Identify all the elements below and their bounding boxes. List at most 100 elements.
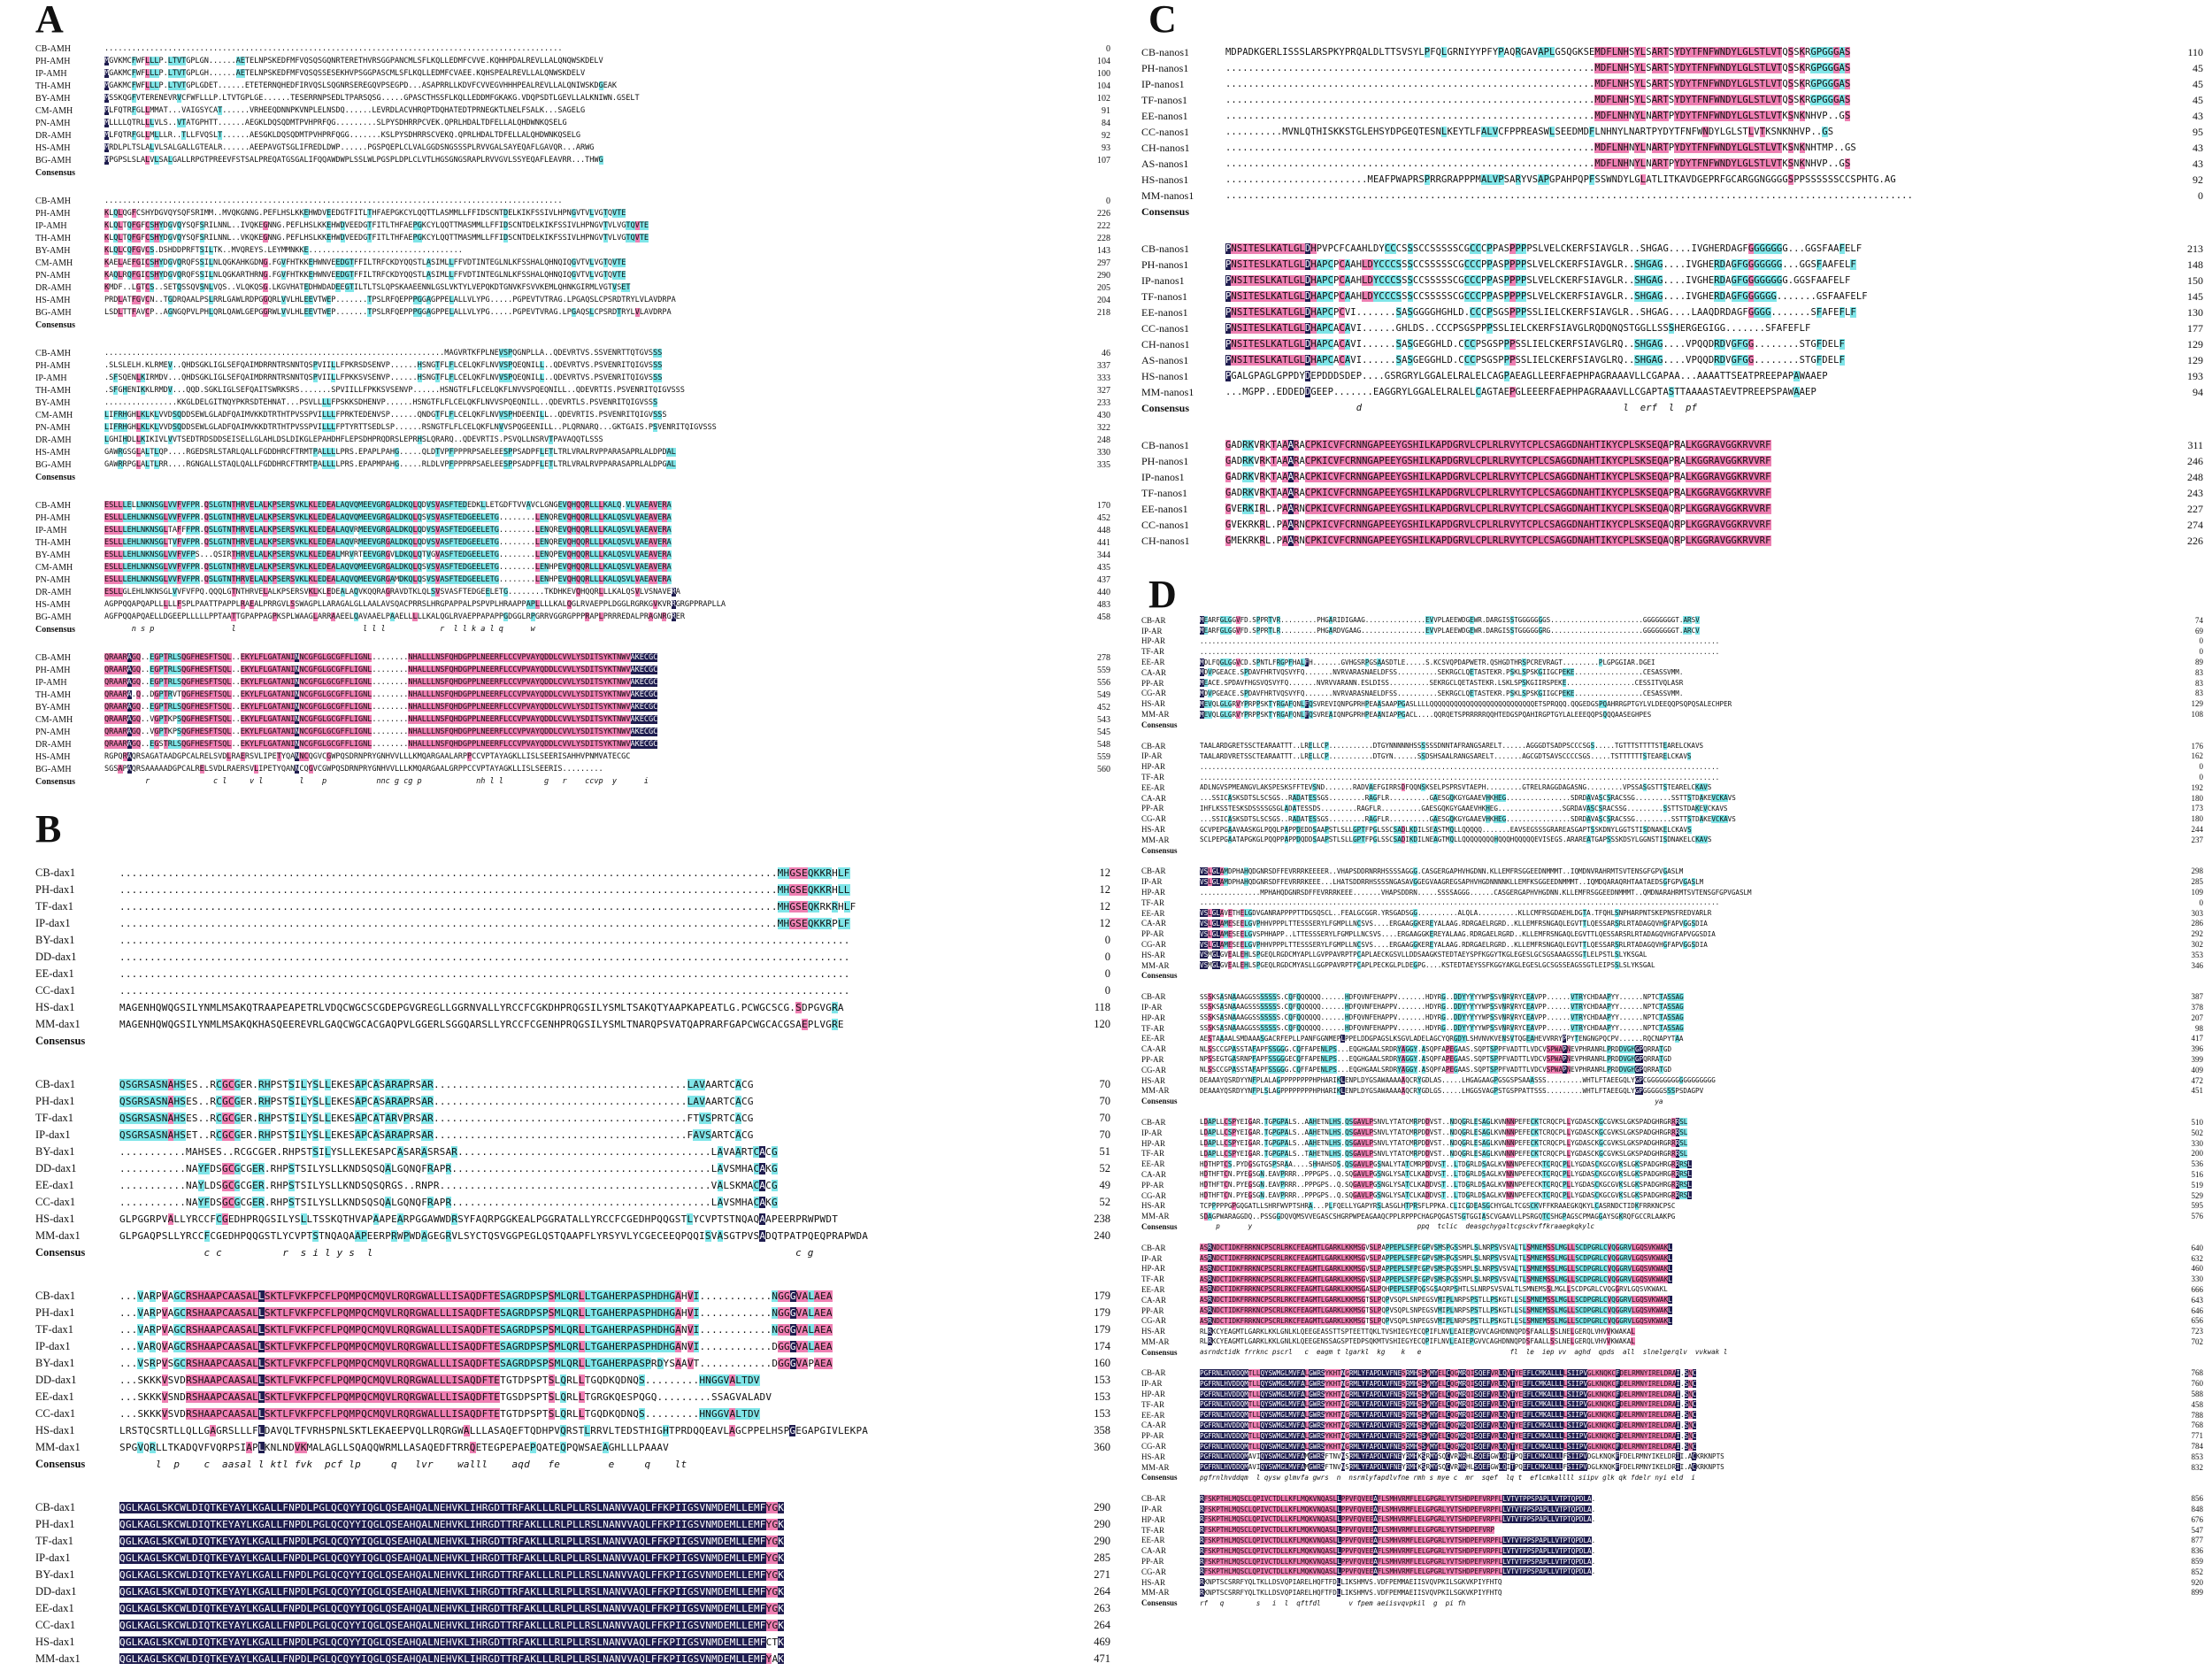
residue-sequence: TAALARDGRETSSCTEARAATTT..LRELLCP........… [1200,742,1704,751]
sequence-name: CG-AR [1141,814,1167,824]
sequence-row: HS-AMH AGPPQQAPQAPLLLLLFSPLPAATTPAPPLRAEA… [35,598,1110,611]
alignment-block: CB-AMH QRAARAGQ..EGPTRLSQGFHESFTSQL..EKYL… [35,651,1110,788]
sequence-row: PP-AR HDTHFTCN.PYEGSGN.EAVPRRR..PPPGPS..Q… [1141,1180,2203,1190]
residue-sequence: .SFSQENLKIRMDV...QHDSGKLIGLSEFQAIMDRRNTR… [104,373,663,382]
residue-sequence: PGFRNLHVDDQMTLLQYSWMGLMVFALGWRSYKHTNGRML… [1200,1390,1697,1398]
sequence-row: TF-dax1 QSGRSASNAHSES..RCGCGER.RHPSTSILYS… [35,1110,1110,1127]
sequence-name: CH-nanos1 [1141,534,1190,547]
sequence-row: HS-AR MEVQLGLGRVYPRPPSKTYRGAFQNLFQSVREVIQ… [1141,698,2203,709]
sequence-name: Consensus [1141,401,1190,414]
residue-position: 153 [1094,1374,1110,1386]
consensus-sequence: n s p l l l l r l l k a l q w [104,625,535,634]
sequence-row: CC-nanos1 PNSITESLKATLGLDHAPCACAVI......G… [1141,320,2203,336]
sequence-name: HP-AR [1141,1138,1166,1148]
residue-sequence: MGAKMCFWFLLLP.LTVTGPLGDET......ETETERNQH… [104,81,618,90]
residue-sequence: .SFGHENIKKLRMDV...QQD.SGKLIGLSEFQAITSWRK… [104,386,685,395]
sequence-name: TH-AMH [35,537,71,548]
alignment-block: CB-AMH..................................… [35,42,1110,179]
residue-position: 150 [2187,273,2203,287]
sequence-name: PH-AMH [35,512,71,523]
residue-position: 877 [2191,1536,2204,1545]
residue-position: 12 [1099,883,1111,896]
residue-sequence: MPGPSLSLALVLSALGALLRPGTPREEVFSTSALPREQAT… [104,156,603,165]
sequence-row: IP-AMH .SFSQENLKIRMDV...QHDSGKLIGLSEFQAIM… [35,372,1110,384]
sequence-row: BY-AMH ESLLLEHLNKNSGLVVFVFPS...QSIRTHRVEL… [35,549,1110,561]
sequence-name: TF-AR [1141,1525,1165,1535]
sequence-name: CC-dax1 [35,1407,76,1420]
sequence-row: MM-dax1 QGLKAGLSKCWLDIQTKEYAYLKGALLFNPDLP… [35,1651,1110,1664]
sequence-row: TF-AR LDAPLLCSPYEIGAR.TGPGPALS..TAHETNLHS… [1141,1148,2203,1159]
consensus-row: Consensus [1141,971,2203,982]
sequence-name: Consensus [1141,1473,1178,1482]
sequence-name: Consensus [35,1458,86,1470]
residue-position: 143 [1097,245,1110,256]
sequence-row: IP-dax1 QGLKAGLSKCWLDIQTKEYAYLKGALLFNPDLP… [35,1550,1110,1567]
residue-sequence: ...............MPHAHQDGNRSDFFEVRRRKEEE..… [1200,888,1752,897]
sequence-name: TF-dax1 [35,1112,74,1124]
sequence-row: CB-nanos1 MDPADKGERLISSSLARSPKYPRQALDLTTS… [1141,44,2203,60]
residue-position: 417 [2191,1034,2204,1043]
sequence-row: PH-nanos1 PNSITESLKATLGLDHAPCPCAAHLDYCCCS… [1141,257,2203,273]
residue-position: 452 [1097,512,1110,523]
residue-position: 640 [2191,1243,2204,1252]
residue-sequence: NLSSCCGPASSTAFAPFSSGGG.CQFFAPENLPS...EQG… [1200,1066,1672,1074]
residue-sequence: ESLLLEHLNKNSGLVVFVFPR.QSLGTNTHRVELALKPSE… [104,575,672,584]
residue-position: 107 [1097,155,1110,166]
residue-sequence: ADLNGVSPMEANGVLAKSPESKSFFTEVSND.......RA… [1200,783,1712,792]
residue-position: 0 [2198,189,2203,202]
residue-sequence: MDPADKGERLISSSLARSPKYPRQALDLTTSVSYLPFQLG… [1225,47,1851,58]
sequence-row: CB-dax1 ...VARPVAGCRSHAAPCAASALLSKTLFVKFP… [35,1288,1110,1305]
residue-position: 45 [2193,93,2203,106]
sequence-name: EE-AR [1141,1536,1165,1545]
residue-sequence: ...VARPVAGCRSHAAPCAASALLSKTLFVKFPCFLPQMP… [119,1307,833,1319]
sequence-row: HS-nanos1 PGALGPAGLGPPDYDEPDDDSDEP....GSR… [1141,368,2203,384]
sequence-name: CG-AR [1141,1190,1167,1200]
sequence-name: DR-AMH [35,587,72,597]
residue-sequence: LDAPLLCSPYEIGAR.TGPGPALS..AAHETNLHS.QSGA… [1200,1139,1688,1148]
residue-sequence: ...........NAYFDSGCGCGER.RHPSTSILYSLLKND… [119,1197,778,1208]
residue-position: 264 [1094,1619,1110,1631]
sequence-row: HS-AR PGFRNLHVDDQMAVIQYSWMGLMVFAMGWRSFTNV… [1141,1452,2203,1462]
sequence-row: TH-AMH KLQLTQFGFCSHYDGVQYSQFSRILNNL..VKQK… [35,232,1110,244]
residue-sequence: QGLKAGLSKCWLDIQTKEYAYLKGALLFNPDLPGLQCQYY… [119,1552,785,1564]
residue-sequence: RLRKCYEAGMTLGARKLKKLGNLKLQEEGENSSAGSPTED… [1200,1337,1635,1346]
residue-sequence: PGFRNLHVDDQMAVIQYSWMGLMVFAMGWRSFTNVNSRML… [1200,1452,1724,1461]
sequence-row: PN-AMH LIFRHGHLKLKLVVDSQDDSEWLGLADFQAIMVK… [35,421,1110,434]
alignment-blocks: CB-AR MEARFGLGGVFD.SPPRTVR.........PHGARI… [1141,615,2203,1619]
residue-sequence: KAQLRQFGICSHYDGVQRQFSSILNLQGKARTHRNG.FGV… [104,271,626,280]
residue-position: 327 [1097,385,1110,396]
sequence-row: HS-AMH MRDLPLTSLALVLSALGALLGTEALR......AE… [35,142,1110,154]
sequence-row: HS-AR TCPPPPPGPGQGATLLSHRFWVPTSHRA...PLFQ… [1141,1200,2203,1211]
sequence-name: HP-AR [1141,1264,1166,1274]
sequence-name: CH-nanos1 [1141,337,1190,350]
residue-position: 84 [1102,118,1110,128]
residue-sequence: AGPPQQAPQAPLLLLLFSPLPAATTPAPPLRAEALPRRGV… [104,600,726,609]
sequence-row: PP-AR VSLGLAMESEELGVSPHHAPP..LTTESSSERYLF… [1141,928,2203,939]
residue-sequence: PGFRNLHVDDQMTLLQYSWMGLMVFALGWRSYKHTNGRML… [1200,1411,1697,1420]
consensus-sequence: ya [1200,1097,1663,1105]
residue-sequence: PNSITESLKATLGLDHAPCACAVI......GHLDS..CCC… [1225,323,1811,334]
alignment-block: CB-AR VSLGLAMDPHAHQDGNRSDFFEVRRRKEEEER..V… [1141,866,2203,982]
sequence-row: PP-AR ASRNDCTIDKFRRKNCPSCRLRKCFEAGMTLGARK… [1141,1305,2203,1316]
residue-sequence: PNSITESLKATLGLDHAPCPCAAHLDYCCCSSSCCSSSSS… [1225,291,1868,302]
residue-sequence: HDTHFTCN.PYEGSGN.EAVPRRR..PPPGPS..Q.SQGA… [1200,1170,1692,1179]
sequence-row: HS-AR RKNPTSCSRRFYQLTKLLDSVQPIARELHQFTFDL… [1141,1577,2203,1588]
sequence-name: IP-dax1 [35,1340,71,1352]
residue-sequence: RFSKPTHLMQSCLQPIVCTDLLKFLMQKVNQASLLPPVFQ… [1200,1546,1596,1555]
sequence-row: TH-AMH MGAKMCFWFLLLP.LTVTGPLGDET......ETE… [35,80,1110,92]
sequence-name: EE-dax1 [35,1602,74,1614]
sequence-name: EE-dax1 [35,1179,74,1191]
sequence-name: AS-nanos1 [1141,157,1189,170]
residue-position: 129 [2191,699,2204,709]
sequence-name: Consensus [1141,971,1178,981]
consensus-row: Consensus n s p l l l l r l l k a l q w [35,623,1110,635]
residue-position: 248 [1097,435,1110,445]
sequence-name: TF-AR [1141,1399,1165,1409]
residue-sequence: MEARFGLGGVFD.SPPRTLR.........PHGARDVGAAG… [1200,627,1700,635]
sequence-row: PH-dax1 QGLKAGLSKCWLDIQTKEYAYLKGALLFNPDLP… [35,1516,1110,1533]
residue-position: 170 [1097,500,1110,511]
sequence-name: Consensus [35,320,76,330]
residue-sequence: RFSKPTHLMQSCLQPIVCTDLLKFLMQKVNQASLLPPVFQ… [1200,1536,1596,1544]
sequence-name: MM-AR [1141,1336,1170,1346]
sequence-row: CC-dax1 QGLKAGLSKCWLDIQTKEYAYLKGALLFNPDLP… [35,1617,1110,1634]
